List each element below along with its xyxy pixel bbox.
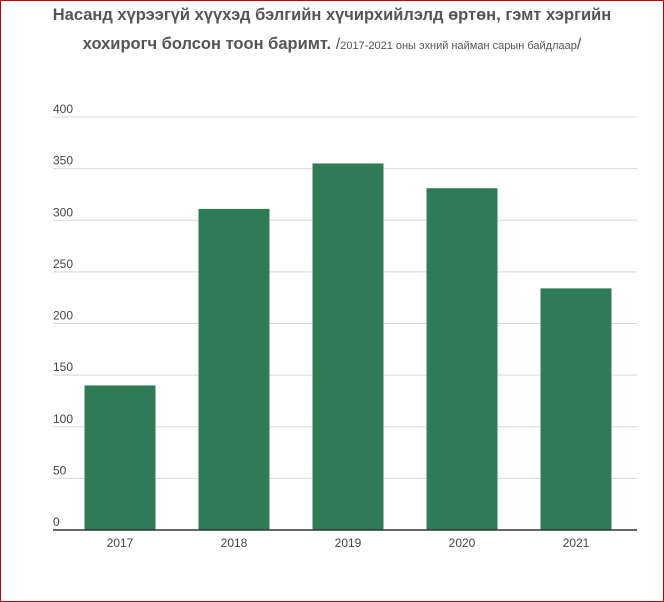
subtitle-slash-open: / [335, 36, 341, 53]
y-tick-label: 400 [53, 102, 73, 116]
y-tick-label: 350 [53, 154, 73, 168]
chart-title-line1: Насанд хүрээгүй хүүхэд бэлгийн хүчирхийл… [0, 6, 664, 25]
subtitle-slash-close: / [576, 36, 582, 53]
y-tick-label: 50 [53, 463, 67, 477]
x-tick-label: 2020 [449, 536, 476, 550]
bar-2017 [84, 385, 156, 530]
chart-title-line2: хохирогч болсон тоон баримт. /2017-2021 … [0, 35, 664, 54]
x-tick-label: 2021 [563, 536, 590, 550]
x-tick-label: 2018 [221, 536, 248, 550]
y-tick-label: 0 [53, 515, 60, 529]
bar-2020 [426, 188, 498, 530]
x-tick-label: 2017 [107, 536, 134, 550]
y-tick-label: 150 [53, 360, 73, 374]
y-tick-label: 200 [53, 309, 73, 323]
chart-subtitle: 2017-2021 оны эхний найман сарын байдлаа… [340, 40, 577, 52]
bar-2018 [198, 208, 270, 530]
bar-2019 [312, 163, 384, 530]
bar-2021 [540, 288, 612, 530]
chart-title-text-2: хохирогч болсон тоон баримт. [82, 35, 332, 53]
x-tick-label: 2019 [335, 536, 362, 550]
chart-title-text: Насанд хүрээгүй хүүхэд бэлгийн хүчирхийл… [52, 6, 612, 24]
y-tick-label: 100 [53, 412, 73, 426]
y-tick-label: 300 [53, 205, 73, 219]
y-tick-label: 250 [53, 257, 73, 271]
